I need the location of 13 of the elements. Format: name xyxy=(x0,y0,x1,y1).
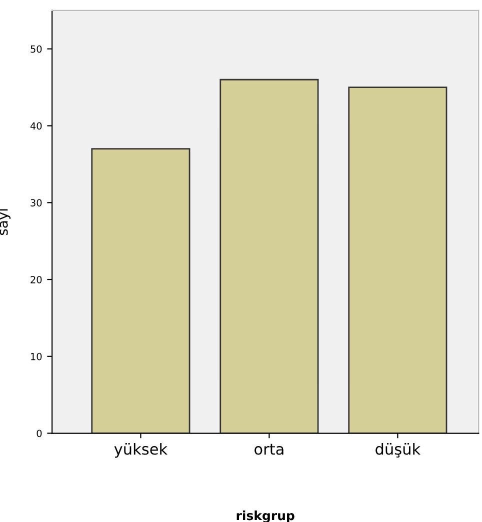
y-tick-label: 50 xyxy=(30,45,42,53)
x-tick-label: yüksek xyxy=(114,442,168,458)
bar xyxy=(348,86,448,434)
y-tick-label: 0 xyxy=(36,430,42,438)
bar xyxy=(220,78,319,434)
x-tick-label: orta xyxy=(254,444,284,455)
y-tick-label: 30 xyxy=(30,199,42,206)
y-tick-label: 20 xyxy=(30,276,42,284)
x-tick-label: düşük xyxy=(376,442,421,458)
y-tick-label: 10 xyxy=(31,352,42,360)
y-axis-title: sayı xyxy=(0,209,11,236)
bar xyxy=(91,148,190,434)
y-tick-label: 40 xyxy=(30,122,42,130)
